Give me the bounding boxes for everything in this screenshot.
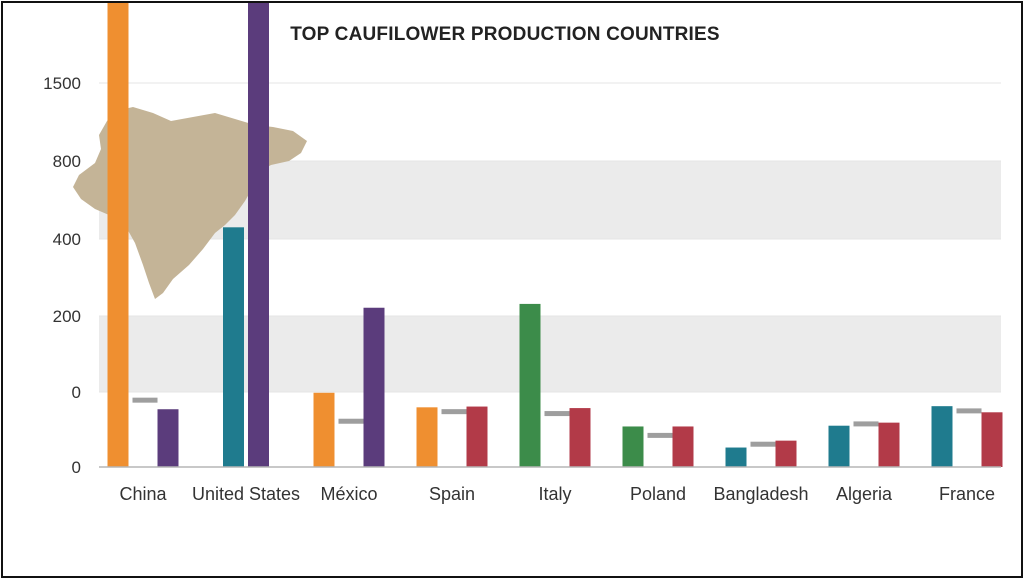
bar: [672, 426, 694, 467]
x-tick-label: United States: [192, 484, 300, 504]
y-tick-label: 200: [53, 307, 81, 326]
bar: [223, 227, 244, 467]
bar: [828, 425, 850, 467]
x-tick-label: China: [119, 484, 167, 504]
bar: [248, 3, 269, 467]
bar-marker: [956, 408, 982, 414]
bar: [878, 422, 900, 467]
bar-marker: [544, 411, 570, 417]
x-tick-label: Algeria: [836, 484, 893, 504]
bar-marker: [441, 409, 467, 415]
bar: [416, 407, 438, 467]
y-tick-label: 0: [72, 383, 81, 402]
bar: [157, 409, 179, 467]
bar-marker: [853, 421, 879, 427]
bar-marker: [338, 418, 364, 424]
bar-marker: [132, 397, 158, 403]
chart-title: TOP CAUFILOWER PRODUCTION COUNTRIES: [290, 24, 720, 45]
bar: [466, 406, 488, 467]
bar: [981, 412, 1003, 467]
bar: [569, 408, 591, 467]
y-tick-label: 0: [72, 458, 81, 477]
bar: [622, 426, 644, 467]
x-tick-label: México: [320, 484, 377, 504]
x-tick-label: France: [939, 484, 995, 504]
bar-marker: [647, 432, 673, 438]
x-tick-label: Poland: [630, 484, 686, 504]
bar: [313, 392, 335, 467]
bar-marker: [750, 441, 776, 447]
bar: [363, 307, 385, 467]
bar: [725, 447, 747, 467]
y-tick-label: 400: [53, 230, 81, 249]
bar: [519, 303, 541, 467]
bar: [775, 440, 797, 467]
x-tick-label: Italy: [538, 484, 571, 504]
chart-plot: 0 0 200 400 800 1500 China United States México…: [43, 3, 1003, 504]
y-tick-label: 800: [53, 152, 81, 171]
bar: [107, 3, 129, 468]
bar: [931, 406, 953, 467]
y-tick-label: 1500: [43, 74, 81, 93]
x-tick-label: Bangladesh: [713, 484, 808, 504]
x-tick-label: Spain: [429, 484, 475, 504]
